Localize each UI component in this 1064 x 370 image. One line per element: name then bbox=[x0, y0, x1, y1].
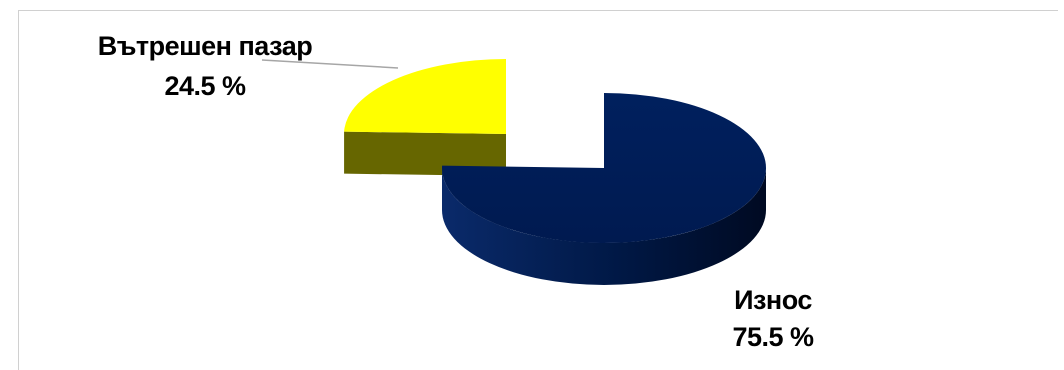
slice-domestic-wall bbox=[344, 131, 506, 176]
label-domestic-name: Вътрешен пазар bbox=[98, 31, 312, 61]
label-export-name: Износ bbox=[734, 285, 812, 315]
label-export-value: 75.5 % bbox=[732, 322, 814, 352]
slice-export-top bbox=[442, 93, 766, 243]
slice-domestic-top bbox=[344, 59, 506, 134]
chart-frame bbox=[18, 10, 1058, 370]
leader-line bbox=[261, 59, 399, 69]
label-domestic-value: 24.5 % bbox=[164, 71, 246, 101]
pie-chart: Вътрешен пазар 24.5 % Износ 75.5 % bbox=[98, 31, 815, 352]
slice-export-side bbox=[442, 168, 766, 285]
labels-layer: Вътрешен пазар 24.5 % Износ 75.5 % bbox=[98, 31, 815, 352]
slices-layer bbox=[344, 59, 766, 285]
